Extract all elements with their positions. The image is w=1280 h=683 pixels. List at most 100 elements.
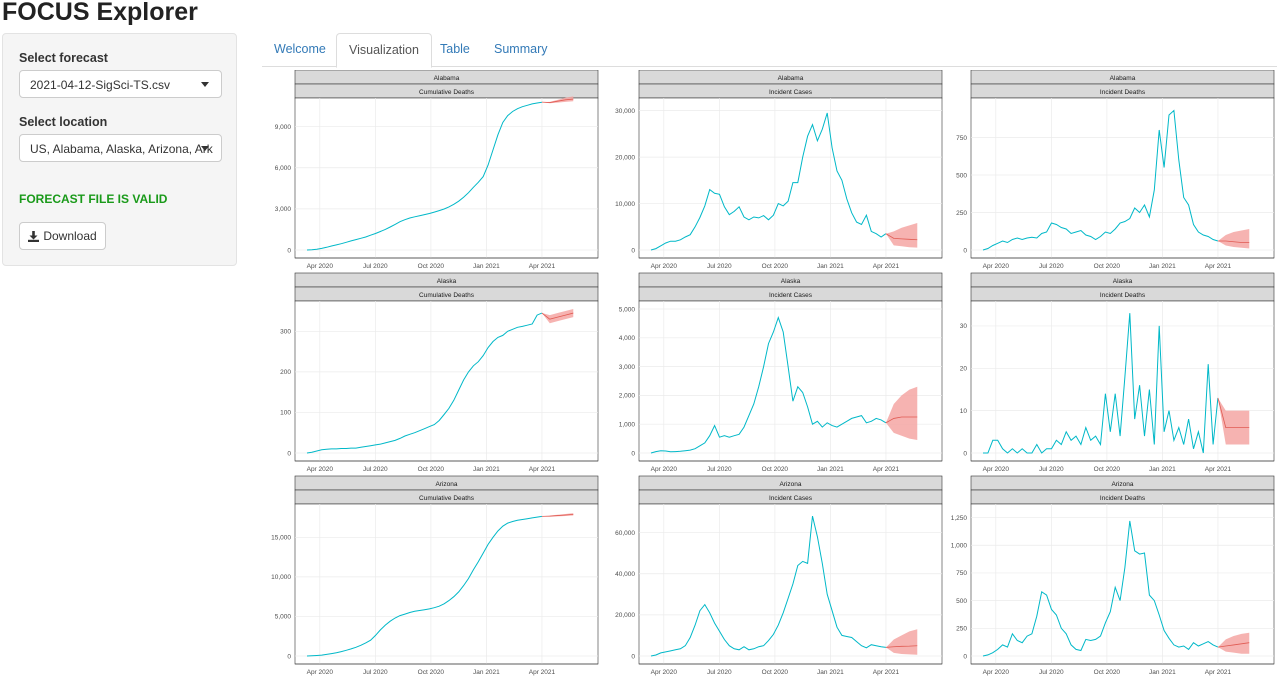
tab-welcome[interactable]: Welcome — [274, 42, 326, 56]
forecast-median-line — [541, 98, 574, 103]
forecast-median-line — [1217, 642, 1250, 648]
y-tick-label: 5,000 — [619, 306, 636, 313]
chart-panel: Arizona Incident Cases 0 20,000 40,000 60,000… — [615, 475, 943, 676]
y-tick-label: 0 — [631, 653, 635, 660]
forecast-median-line — [885, 645, 918, 648]
x-tick-label: Apr 2020 — [307, 669, 334, 676]
x-tick-label: Jan 2021 — [1149, 466, 1176, 473]
x-tick-label: Jan 2021 — [817, 669, 844, 676]
plot-area — [294, 503, 599, 665]
facet-label-location: Alabama — [1110, 75, 1136, 82]
y-tick-label: 0 — [631, 247, 635, 254]
forecast-median-line — [885, 233, 918, 241]
facet-label-location: Alabama — [778, 75, 804, 82]
observed-series-line — [983, 313, 1219, 454]
app-title: FOCUS Explorer — [2, 0, 198, 26]
x-tick-label: Jan 2021 — [817, 466, 844, 473]
forecast-interval-band — [1217, 229, 1250, 249]
observed-series-line — [306, 515, 542, 657]
location-select-value: US, Alabama, Alaska, Arizona, Ark — [30, 142, 213, 156]
x-tick-label: Oct 2020 — [1094, 263, 1121, 270]
observed-series-line — [306, 101, 542, 251]
chart-panel: Alaska Cumulative Deaths 0 100 200 300 Apr 202… — [280, 272, 599, 473]
x-tick-label: Jul 2020 — [1039, 466, 1064, 473]
y-tick-label: 20,000 — [615, 154, 635, 161]
y-tick-label: 40,000 — [615, 571, 635, 578]
x-tick-label: Jul 2020 — [363, 466, 388, 473]
x-tick-label: Jul 2020 — [363, 263, 388, 270]
location-select-label: Select location — [19, 115, 108, 129]
y-tick-label: 6,000 — [275, 165, 292, 172]
x-tick-label: Apr 2021 — [529, 263, 556, 270]
chart-panel: Alabama Incident Cases 0 10,000 20,000 30,000… — [615, 70, 943, 270]
download-button[interactable]: Download — [19, 222, 106, 250]
chart-panel: Alabama Cumulative Deaths 0 3,000 6,000 9,000… — [275, 70, 599, 270]
y-tick-label: 250 — [956, 210, 967, 217]
y-tick-label: 0 — [631, 450, 635, 457]
tab-summary[interactable]: Summary — [494, 42, 548, 56]
y-tick-label: 200 — [280, 369, 291, 376]
y-tick-label: 15,000 — [271, 535, 291, 542]
facet-label-location: Alaska — [781, 278, 801, 285]
facet-label-target: Incident Cases — [769, 89, 813, 96]
y-tick-label: 250 — [956, 626, 967, 633]
y-tick-label: 20 — [960, 366, 968, 373]
observed-series-line — [650, 515, 886, 657]
y-tick-label: 100 — [280, 410, 291, 417]
chart-panel: Alaska Incident Deaths 0 10 20 30 Apr 2020 Jul … — [960, 272, 1275, 473]
forecast-interval-band — [885, 629, 918, 655]
chart-panel: Arizona Incident Deaths 0 250 500 750 1,000 1,2… — [951, 475, 1275, 676]
forecast-interval-band — [885, 386, 918, 441]
y-tick-label: 5,000 — [275, 614, 292, 621]
tab-table[interactable]: Table — [440, 42, 470, 56]
observed-series-line — [650, 316, 887, 454]
x-tick-label: Apr 2021 — [529, 466, 556, 473]
sidebar-panel: Select forecast 2021-04-12-SigSci-TS.csv… — [2, 33, 237, 266]
y-tick-label: 1,000 — [619, 422, 636, 429]
chart-panel: Alabama Incident Deaths 0 250 500 750 Apr 2020… — [956, 70, 1275, 270]
facet-label-location: Alaska — [437, 278, 457, 285]
facet-label-target: Cumulative Deaths — [419, 292, 475, 299]
download-button-label: Download — [43, 229, 97, 243]
y-tick-label: 0 — [963, 450, 967, 457]
x-tick-label: Apr 2021 — [1205, 466, 1232, 473]
forecast-select[interactable]: 2021-04-12-SigSci-TS.csv — [19, 70, 222, 98]
plot-area — [970, 97, 1275, 259]
x-tick-label: Apr 2020 — [307, 466, 334, 473]
y-tick-label: 750 — [956, 135, 967, 142]
y-tick-label: 3,000 — [619, 364, 636, 371]
x-tick-label: Jan 2021 — [817, 263, 844, 270]
plot-area — [970, 300, 1275, 462]
x-tick-label: Jan 2021 — [473, 669, 500, 676]
observed-series-line — [982, 109, 1219, 251]
forecast-interval-band — [1217, 397, 1250, 445]
x-tick-label: Oct 2020 — [418, 466, 445, 473]
tab-bar: Welcome Visualization Table Summary — [262, 33, 1277, 68]
observed-series-line — [982, 520, 1219, 657]
x-tick-label: Oct 2020 — [1094, 669, 1121, 676]
forecast-plot-grid: Alabama Cumulative Deaths 0 3,000 6,000 9,000… — [271, 70, 1275, 676]
forecast-valid-status: FORECAST FILE IS VALID — [19, 192, 168, 206]
forecast-median-line — [541, 312, 574, 320]
forecast-interval-band — [1217, 632, 1250, 654]
x-tick-label: Apr 2020 — [983, 466, 1010, 473]
y-tick-label: 10,000 — [615, 201, 635, 208]
observed-series-line — [650, 112, 887, 251]
facet-label-location: Alaska — [1113, 278, 1133, 285]
y-tick-label: 0 — [963, 247, 967, 254]
x-tick-label: Oct 2020 — [1094, 466, 1121, 473]
x-tick-label: Apr 2021 — [1205, 669, 1232, 676]
x-tick-label: Apr 2020 — [651, 669, 678, 676]
x-tick-label: Jul 2020 — [1039, 669, 1064, 676]
x-tick-label: Oct 2020 — [762, 669, 789, 676]
facet-label-location: Arizona — [435, 481, 457, 488]
x-tick-label: Jul 2020 — [707, 263, 732, 270]
x-tick-label: Oct 2020 — [418, 263, 445, 270]
location-select[interactable]: US, Alabama, Alaska, Arizona, Ark — [19, 134, 222, 162]
x-tick-label: Jul 2020 — [1039, 263, 1064, 270]
chart-panel: Arizona Cumulative Deaths 0 5,000 10,000 15,0… — [271, 475, 599, 676]
plot-area — [294, 300, 599, 462]
facet-label-target: Cumulative Deaths — [419, 495, 475, 502]
tab-visualization[interactable]: Visualization — [336, 33, 432, 68]
forecast-interval-band — [541, 309, 574, 324]
